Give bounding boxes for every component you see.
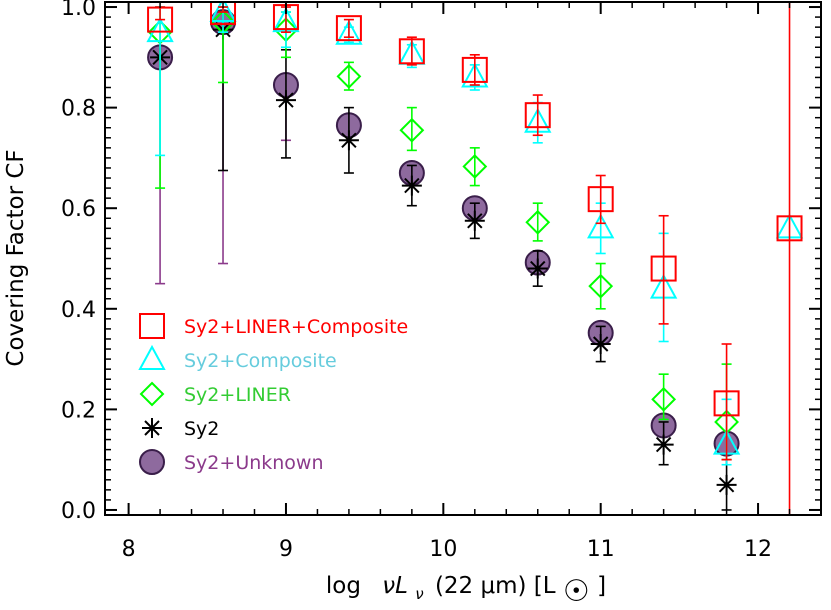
data-point-triangle <box>209 2 237 23</box>
legend-label: Sy2+Composite <box>184 350 337 372</box>
data-point-asterisk <box>401 175 422 196</box>
series-sy2 <box>150 6 737 511</box>
data-point-square <box>650 255 677 282</box>
y-axis-title: Covering Factor CF <box>3 149 29 366</box>
legend-label: Sy2+LINER <box>184 384 291 406</box>
legend-marker-circle <box>139 449 165 475</box>
legend-marker-diamond <box>139 381 165 407</box>
data-point-square <box>461 56 488 83</box>
x-axis-title-band-unit: (22 μm) [L <box>435 573 556 599</box>
plot-area <box>146 2 804 515</box>
data-point-diamond <box>651 386 677 412</box>
data-point-square <box>713 390 740 417</box>
data-point-asterisk <box>275 90 296 111</box>
legend-marker-square <box>139 313 165 339</box>
data-point-square <box>524 102 551 129</box>
data-point-diamond <box>210 9 236 35</box>
y-tick-label: 0.2 <box>61 398 96 423</box>
legend-entry: Sy2+Composite <box>138 344 337 372</box>
data-point-square <box>587 186 614 213</box>
legend-entry: Sy2+LINER <box>139 381 291 407</box>
data-point-diamond <box>588 273 614 299</box>
x-tick-label: 9 <box>279 537 293 562</box>
data-point-square <box>398 38 425 65</box>
legend-entry: Sy2+LINER+Composite <box>139 313 408 339</box>
series-sy2-liner-composite <box>147 2 803 515</box>
data-point-square <box>210 2 237 26</box>
y-tick-label: 0.4 <box>61 298 96 323</box>
x-axis-title: log νL ν (22 μm) [L ☉ ] <box>326 573 606 609</box>
x-axis-title-nu-l: νL <box>382 573 408 599</box>
x-tick-label: 12 <box>744 537 772 562</box>
legend-label: Sy2 <box>184 418 219 440</box>
legend-marker-triangle <box>138 344 166 370</box>
legend-entry: Sy2+Unknown <box>139 449 324 475</box>
axes: 8 9 10 11 12 0.0 0.2 0.4 0.6 0.8 1.0 <box>61 0 822 562</box>
data-point-square <box>776 215 803 242</box>
data-point-diamond <box>336 64 362 89</box>
x-tick-label: 8 <box>122 537 136 562</box>
data-point-diamond <box>525 209 551 235</box>
legend-entry: Sy2 <box>142 418 219 440</box>
y-tick-label: 0.0 <box>61 499 96 524</box>
data-point-triangle <box>146 17 174 43</box>
data-point-asterisk <box>464 210 485 231</box>
y-tick-label: 1.0 <box>61 0 96 21</box>
legend-label: Sy2+Unknown <box>184 452 324 474</box>
x-tick-label: 11 <box>587 537 615 562</box>
data-point-asterisk <box>653 434 674 455</box>
x-axis-title-nu-subscript: ν <box>415 585 423 603</box>
x-axis-title-sun-symbol: ☉ <box>563 574 590 609</box>
x-tick-label: 10 <box>429 537 457 562</box>
data-point-asterisk <box>590 334 611 354</box>
y-tick-label: 0.6 <box>61 197 96 222</box>
data-point-asterisk <box>716 474 737 495</box>
data-point-square <box>335 15 362 42</box>
x-axis-title-log: log <box>326 573 361 599</box>
legend: Sy2+LINER+Composite Sy2+Composite Sy2+LINE… <box>138 313 408 475</box>
data-point-triangle <box>461 62 489 88</box>
data-point-asterisk <box>338 130 359 151</box>
legend-label: Sy2+LINER+Composite <box>184 316 408 338</box>
data-point-diamond <box>399 117 425 143</box>
y-tick-label: 0.8 <box>61 97 96 122</box>
data-point-triangle <box>335 19 363 45</box>
data-point-diamond <box>462 154 488 179</box>
data-point-triangle <box>587 213 615 239</box>
x-axis-title-close-bracket: ] <box>597 573 606 599</box>
legend-marker-asterisk <box>142 418 162 438</box>
data-point-asterisk <box>527 258 548 279</box>
